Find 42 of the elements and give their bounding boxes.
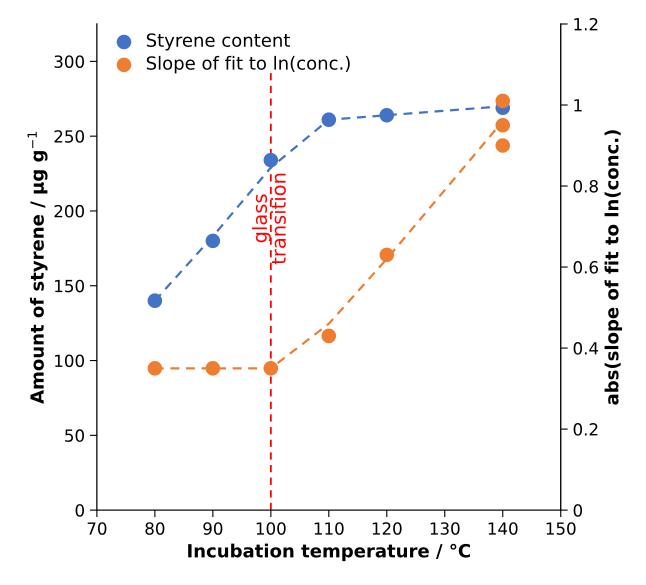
y2-tick-label: 0.4 bbox=[574, 342, 598, 355]
x-tick-label: 120 bbox=[372, 522, 402, 535]
y-tick-label: 50 bbox=[65, 429, 84, 442]
y-tick-label: 300 bbox=[54, 55, 84, 68]
x-tick-label: 90 bbox=[203, 522, 222, 535]
y-tick-label: 100 bbox=[55, 354, 84, 368]
x-tick-label: 150 bbox=[546, 522, 576, 535]
y2-tick-label: 1.2 bbox=[574, 18, 598, 30]
point bbox=[148, 361, 162, 376]
y2-tick-label: 0.6 bbox=[574, 261, 598, 274]
point bbox=[264, 361, 278, 376]
y2-axis-title: abs(slope of fit to ln(conc.) bbox=[604, 130, 622, 405]
y-tick-label: 200 bbox=[54, 204, 84, 218]
y-tick-label: 0 bbox=[76, 504, 84, 517]
point bbox=[148, 293, 162, 308]
point bbox=[495, 94, 510, 108]
x-tick-label: 70 bbox=[88, 522, 106, 535]
y2-tick-label: 0.2 bbox=[574, 423, 598, 436]
point bbox=[206, 361, 220, 376]
x-axis-title: Incubation temperature / °C bbox=[188, 544, 470, 562]
point bbox=[322, 112, 336, 127]
point bbox=[322, 328, 336, 344]
x-tick-label: 80 bbox=[145, 522, 164, 535]
y-tick-label: 150 bbox=[55, 280, 84, 292]
x-tick-label: 130 bbox=[430, 522, 460, 535]
legend-label: Styrene content bbox=[146, 33, 290, 50]
point bbox=[380, 248, 394, 262]
point bbox=[495, 118, 510, 133]
point bbox=[206, 234, 220, 248]
point bbox=[495, 138, 510, 153]
y2-tick-label: 1 bbox=[574, 99, 582, 112]
y-tick-label: 250 bbox=[54, 130, 84, 143]
ref-line-label: glass transition bbox=[252, 174, 286, 264]
y2-tick-label: 0.8 bbox=[574, 180, 598, 193]
x-tick-label: 110 bbox=[314, 522, 344, 535]
point bbox=[380, 108, 394, 123]
y2-tick-label: 0 bbox=[574, 504, 582, 517]
y-axis-title: Amount of styrene / µg g$^{−1}$ bbox=[28, 132, 48, 404]
legend-label: Slope of fit to ln(conc.) bbox=[146, 56, 350, 74]
x-tick-label: 140 bbox=[488, 522, 518, 535]
point bbox=[264, 152, 278, 168]
x-tick-label: 100 bbox=[256, 522, 286, 535]
